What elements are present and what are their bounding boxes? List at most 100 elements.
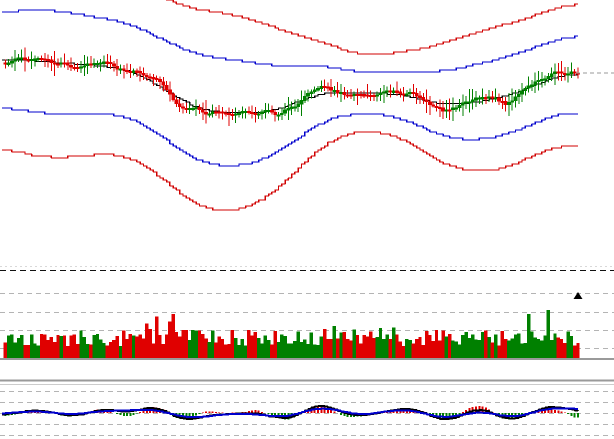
candle-body <box>454 107 459 110</box>
volume-bar <box>569 336 574 358</box>
candle-body <box>549 73 554 77</box>
candle-body <box>467 101 472 104</box>
volume-bar <box>329 338 333 358</box>
macd-histogram-bar <box>270 413 273 415</box>
candle-body <box>148 76 153 79</box>
volume-bar <box>266 340 271 358</box>
volume-series <box>3 310 580 358</box>
volume-bar <box>82 337 86 358</box>
candle-body <box>220 111 225 114</box>
volume-bar <box>79 330 83 358</box>
candle-body <box>89 63 93 66</box>
candle-body <box>187 108 192 111</box>
volume-bar <box>563 342 567 358</box>
volume-bar <box>89 344 93 358</box>
macd-histogram-bar <box>465 410 468 413</box>
macd-histogram-bar <box>238 412 240 413</box>
macd-histogram-bar <box>468 408 471 413</box>
volume-bar <box>76 344 80 358</box>
volume-bar <box>43 334 47 358</box>
candle-body <box>197 107 202 111</box>
candle-body <box>566 73 571 76</box>
volume-bar <box>289 343 294 358</box>
volume-bar <box>299 341 304 358</box>
macd-histogram-bar <box>261 411 263 413</box>
volume-bar <box>355 334 360 358</box>
candle-body <box>62 62 67 65</box>
volume-bar <box>197 330 202 358</box>
volume-bar <box>494 334 498 358</box>
candle-body <box>480 97 485 100</box>
candle-body <box>365 94 370 97</box>
candle-body <box>82 65 87 68</box>
macd-histogram-bar <box>557 410 560 413</box>
candle-body <box>52 62 57 65</box>
candle-body <box>128 71 133 74</box>
candle-body <box>441 107 446 112</box>
volume-bar <box>497 345 501 358</box>
volume-bar <box>164 334 169 358</box>
candle-body <box>431 104 436 107</box>
volume-bar <box>161 344 165 358</box>
macd-histogram-bar <box>570 413 573 416</box>
volume-bar <box>303 339 307 358</box>
volume-bar <box>66 345 70 358</box>
candle-body <box>302 95 307 101</box>
candle-body <box>408 92 413 95</box>
volume-bar <box>434 330 439 358</box>
candle-body <box>513 96 518 102</box>
volume-bar <box>378 328 383 358</box>
lower-inner-band <box>2 107 578 167</box>
candle-body <box>279 113 284 116</box>
volume-bar <box>566 331 570 358</box>
candle-body <box>418 95 422 98</box>
candle-body <box>108 61 113 65</box>
macd-histogram-bar <box>458 413 461 415</box>
candle-body <box>296 103 301 107</box>
candle-body <box>385 90 390 93</box>
lower-outer-band <box>2 131 578 211</box>
volume-bar <box>201 333 205 358</box>
volume-bar <box>217 336 221 358</box>
candle-body <box>85 63 90 67</box>
volume-bar <box>230 330 235 358</box>
volume-bar <box>342 331 346 358</box>
macd-histogram-bar <box>139 411 142 413</box>
candle-body <box>556 71 561 74</box>
candle-body <box>375 94 380 97</box>
volume-bar <box>36 345 40 358</box>
volume-bar <box>553 333 557 358</box>
candle-body <box>503 101 508 106</box>
candle-body <box>332 89 337 92</box>
volume-alert-marker-triangle-up-icon[interactable] <box>573 292 583 299</box>
volume-bar <box>224 344 228 358</box>
candle-body <box>250 112 255 115</box>
volume-bar <box>526 314 531 358</box>
candle-body <box>75 66 80 69</box>
volume-bar <box>362 334 366 358</box>
volume-bar <box>174 332 179 358</box>
volume-bar <box>536 339 541 358</box>
macd-histogram-bar <box>198 413 201 414</box>
macd-histogram-bar <box>142 410 145 413</box>
candle-body <box>32 58 37 61</box>
candle-body <box>237 112 241 115</box>
volume-bar <box>474 339 478 358</box>
candle-body <box>460 102 465 106</box>
volume-bar <box>145 323 149 358</box>
candle-body <box>42 58 47 61</box>
macd-histogram-bar <box>254 410 257 413</box>
candle-body <box>95 62 100 65</box>
macd-histogram-bar <box>267 413 270 415</box>
candle-body <box>144 75 149 78</box>
volume-bar <box>23 345 27 358</box>
volume-bar <box>128 334 133 358</box>
candle-body <box>490 96 495 99</box>
volume-bar <box>395 334 399 358</box>
macd-histogram-bar <box>195 413 198 416</box>
candle-body <box>299 100 304 105</box>
volume-bar <box>339 332 343 358</box>
volume-bar <box>270 344 274 358</box>
candle-body <box>553 71 557 75</box>
